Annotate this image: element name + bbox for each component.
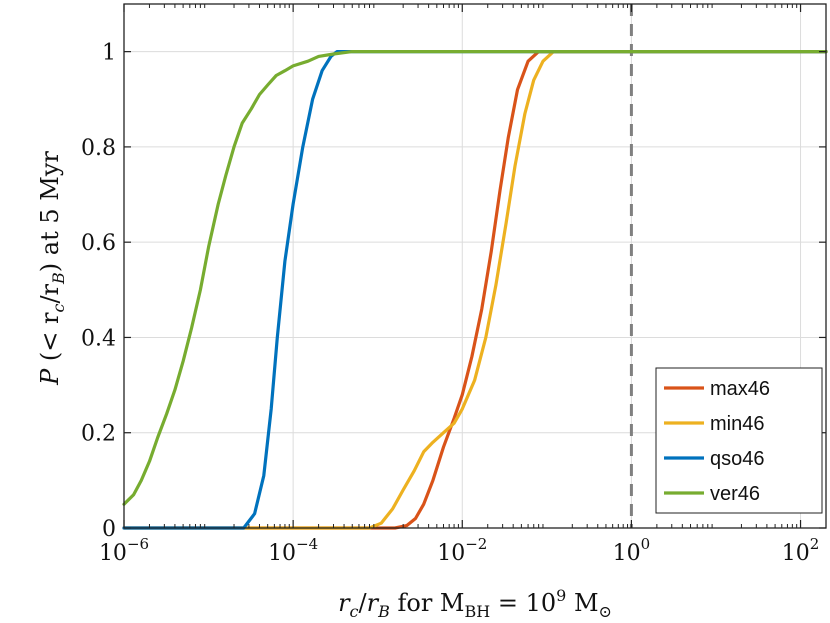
x-tick-label-base: 10 bbox=[99, 541, 127, 566]
x-tick-label-exponent: −2 bbox=[465, 535, 487, 553]
x-tick-label-base: 10 bbox=[782, 541, 810, 566]
x-tick-label-base: 10 bbox=[268, 541, 296, 566]
axes-box bbox=[123, 3, 827, 529]
x-tick-label-exponent: −6 bbox=[127, 535, 149, 553]
series-layer bbox=[122, 49, 828, 530]
legend-label-ver46: ver46 bbox=[710, 483, 760, 505]
y-tick-label: 0.6 bbox=[81, 231, 116, 256]
y-tick-label: 0.4 bbox=[81, 326, 116, 351]
x-tick-label: 10−4 bbox=[268, 535, 318, 566]
x-tick-label: 10−2 bbox=[437, 535, 487, 566]
series-line-min46 bbox=[122, 49, 828, 530]
series-line-max46 bbox=[122, 49, 828, 530]
x-tick-label: 10−6 bbox=[99, 535, 149, 566]
x-tick-label: 102 bbox=[782, 535, 820, 566]
x-tick-label-base: 10 bbox=[437, 541, 465, 566]
y-tick-label: 0 bbox=[102, 517, 116, 542]
legend-box bbox=[655, 367, 823, 514]
series-line-qso46 bbox=[122, 49, 828, 530]
y-tick-label: 0.8 bbox=[81, 136, 116, 161]
x-tick-label-base: 10 bbox=[613, 541, 641, 566]
legend-label-max46: max46 bbox=[710, 378, 770, 400]
x-tick-label: 100 bbox=[613, 535, 651, 566]
x-axis-title: rc/rB for MBH = 109 M⊙ bbox=[338, 586, 612, 621]
y-axis-title: P (< rc/rB) at 5 Myr bbox=[36, 151, 68, 386]
series-line-ver46 bbox=[122, 49, 828, 506]
x-tick-label-exponent: −4 bbox=[296, 535, 318, 553]
legend-label-qso46: qso46 bbox=[710, 448, 765, 470]
y-tick-label: 0.2 bbox=[81, 422, 116, 447]
legend-label-min46: min46 bbox=[710, 413, 764, 435]
x-tick-label-exponent: 0 bbox=[641, 535, 651, 553]
axis-ticks bbox=[123, 4, 827, 529]
legend: max46 min46 qso46 ver46 bbox=[655, 367, 823, 514]
x-tick-label-exponent: 2 bbox=[810, 535, 820, 553]
y-tick-label: 1 bbox=[102, 41, 116, 66]
